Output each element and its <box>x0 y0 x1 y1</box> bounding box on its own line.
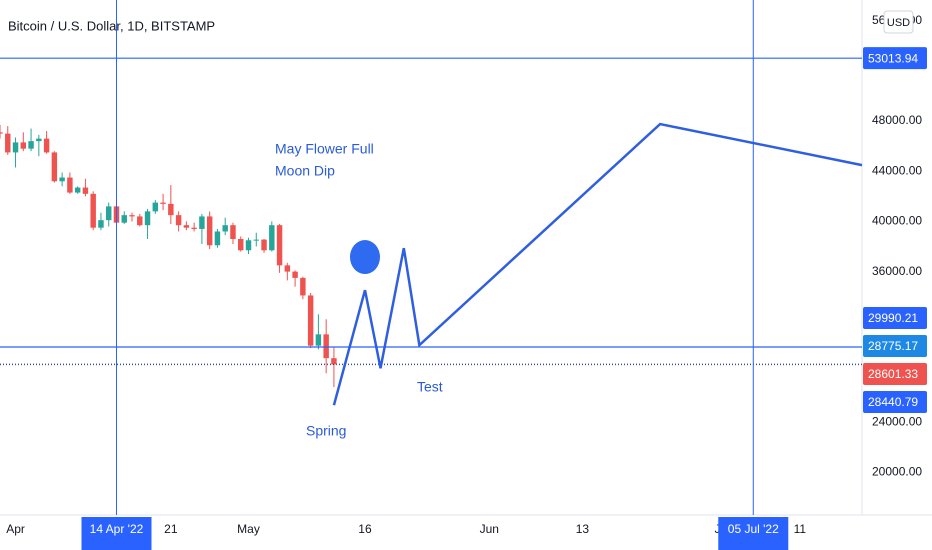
candle-body <box>331 358 337 365</box>
date-label: 14 Apr '22 <box>90 522 144 536</box>
candle-body <box>183 225 190 228</box>
candle-body <box>284 265 291 272</box>
candle-body <box>43 138 50 153</box>
x-tick-label: May <box>237 522 260 536</box>
price-label: 53013.94 <box>868 51 918 65</box>
candle-body <box>307 295 314 346</box>
candle-body <box>238 238 244 251</box>
candle-body <box>199 216 205 229</box>
date-label-box <box>718 517 789 550</box>
candle-body <box>253 239 259 241</box>
candle-body <box>168 203 174 216</box>
candle-body <box>276 225 283 266</box>
drawing-line <box>332 122 863 406</box>
candle-body <box>191 227 197 229</box>
price-label-box <box>863 47 927 70</box>
annotation: Test <box>417 379 443 395</box>
candle-body <box>245 240 252 251</box>
x-tick-label: 21 <box>164 522 178 536</box>
price-label: 29990.21 <box>868 311 918 325</box>
candle-body <box>74 187 81 193</box>
y-tick-label: 20000.00 <box>872 465 922 479</box>
annotation: Spring <box>306 423 346 439</box>
candle-body <box>144 211 151 226</box>
x-tick-label: Apr <box>6 522 25 536</box>
candle-body <box>300 277 306 296</box>
currency-label: USD <box>887 17 910 29</box>
candle-body <box>106 206 112 221</box>
candle-body <box>323 334 329 359</box>
candle-body <box>121 215 127 223</box>
candle-body <box>12 142 19 153</box>
marker <box>349 240 380 275</box>
x-tick-label: 16 <box>358 522 372 536</box>
x-tick-label: 11 <box>794 522 807 536</box>
candle-body <box>175 215 182 226</box>
chart-title: Bitcoin / U.S. Dollar, 1D, BITSTAMP <box>8 18 215 33</box>
x-tick-label: Jun <box>480 522 499 536</box>
price-label: 28601.33 <box>868 367 918 381</box>
candle-body <box>98 220 104 228</box>
annotation: May Flower Full <box>275 141 374 157</box>
candle-body <box>160 202 166 204</box>
currency-badge <box>883 10 914 34</box>
candle-body <box>206 216 213 246</box>
candle-body <box>137 216 143 226</box>
candle-body <box>67 177 73 193</box>
y-tick-label: 24000.00 <box>872 414 922 428</box>
candle-body <box>20 142 27 149</box>
candle-body <box>222 225 228 232</box>
x-tick-label: 13 <box>576 522 590 536</box>
candle-body <box>51 152 58 182</box>
price-label-box <box>863 363 927 386</box>
candle-body <box>230 225 236 239</box>
candle-body <box>315 334 322 346</box>
candle-body <box>261 239 267 251</box>
candle-body <box>214 231 221 246</box>
candle-body <box>36 138 42 142</box>
candle-body <box>90 193 96 228</box>
price-label-box <box>863 307 927 330</box>
candle-body <box>129 215 135 217</box>
candle-body <box>152 202 159 212</box>
price-label-box <box>863 335 927 358</box>
candle-body <box>28 141 34 149</box>
y-tick-label: 44000.00 <box>872 163 922 177</box>
price-label: 28775.17 <box>868 339 918 353</box>
price-label: 28440.79 <box>868 395 918 409</box>
candle-body <box>0 132 3 134</box>
price-label-box <box>863 391 927 414</box>
price-axis <box>863 0 932 515</box>
y-tick-label: 36000.00 <box>872 264 922 278</box>
candle-body <box>82 187 89 194</box>
candle-body <box>269 225 275 251</box>
date-label: 05 Jul '22 <box>728 522 779 536</box>
annotation: Moon Dip <box>275 163 335 179</box>
y-tick-label: 40000.00 <box>872 214 922 228</box>
date-label-box <box>81 517 152 550</box>
y-tick-label: 48000.00 <box>872 113 922 127</box>
candle-body <box>59 177 65 182</box>
candle-body <box>5 133 11 153</box>
candle-body <box>292 271 298 278</box>
